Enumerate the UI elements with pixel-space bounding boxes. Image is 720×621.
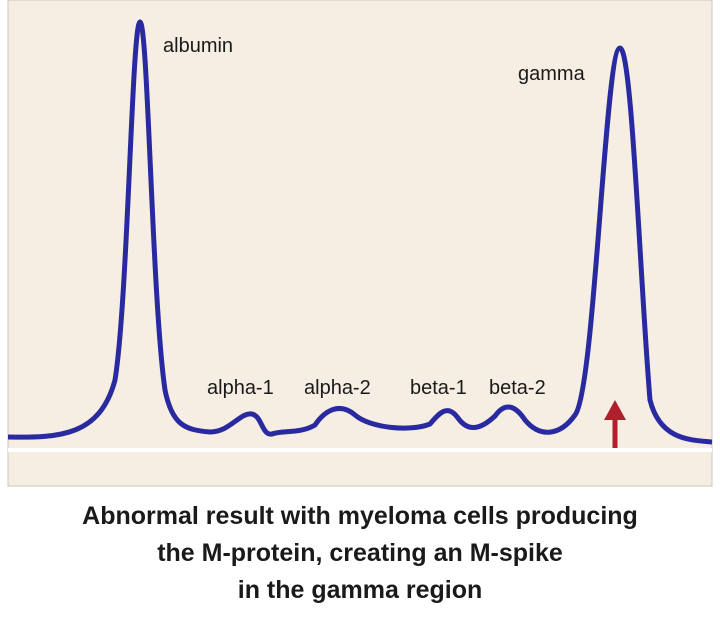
peak-label: beta-2 bbox=[489, 377, 546, 399]
peak-label: albumin bbox=[163, 35, 233, 57]
caption-line: Abnormal result with myeloma cells produ… bbox=[82, 502, 638, 530]
panel bbox=[7, 0, 713, 487]
peak-label: alpha-2 bbox=[304, 377, 371, 399]
electrophoresis-curve bbox=[7, 19, 713, 445]
arrow-head bbox=[604, 400, 626, 420]
caption-line: the M-protein, creating an M-spike bbox=[157, 539, 563, 567]
peak-label: beta-1 bbox=[410, 377, 467, 399]
peak-label: gamma bbox=[518, 63, 586, 85]
caption-line: in the gamma region bbox=[238, 576, 482, 604]
peak-label: alpha-1 bbox=[207, 377, 274, 399]
